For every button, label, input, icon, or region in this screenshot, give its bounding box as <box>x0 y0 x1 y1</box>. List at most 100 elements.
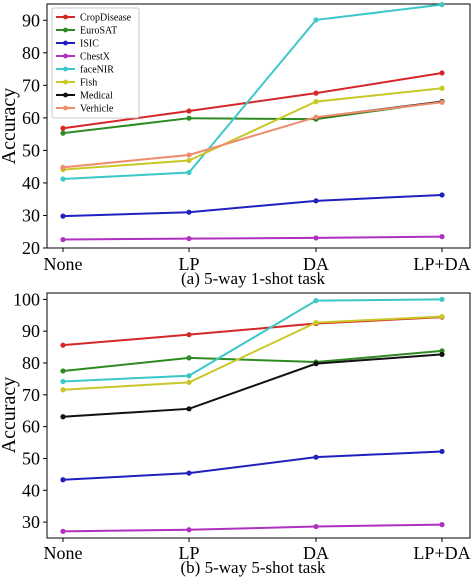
y-axis-label-a: Accuracy <box>0 88 20 165</box>
data-point-chestx <box>439 234 445 240</box>
data-point-fish <box>60 387 66 393</box>
y-tick-label: 60 <box>22 108 40 128</box>
y-tick-label: 70 <box>22 385 40 405</box>
data-point-fish <box>186 379 192 386</box>
legend-label-medical: Medical <box>80 91 113 102</box>
data-point-isic <box>60 477 66 483</box>
data-point-isic <box>60 213 66 219</box>
data-point-facenir <box>186 169 192 176</box>
data-point-medical <box>186 406 192 412</box>
data-point-fish <box>439 85 445 91</box>
data-point-chestx <box>313 523 319 530</box>
x-tick-label: None <box>44 543 83 563</box>
data-point-chestx <box>186 235 192 242</box>
data-point-facenir <box>60 176 66 182</box>
y-tick-label: 30 <box>22 205 40 225</box>
data-point-cropdisease <box>313 90 319 96</box>
y-tick-label: 100 <box>13 289 40 309</box>
y-tick-label: 50 <box>22 140 40 160</box>
data-point-isic <box>186 470 192 476</box>
legend-label-verhicle: Verhicle <box>80 104 114 115</box>
data-point-facenir <box>439 296 445 302</box>
legend-marker-chestx <box>63 53 68 59</box>
data-point-facenir <box>313 17 319 23</box>
y-ticks-b: 30 40 50 60 70 80 90 100 <box>13 289 47 532</box>
series-line-fish <box>62 315 443 391</box>
data-point-verhicle <box>439 99 445 105</box>
y-tick-label: 90 <box>22 10 40 30</box>
legend-label-fish: Fish <box>80 78 97 89</box>
data-point-facenir <box>186 373 192 379</box>
data-point-eurosat <box>186 115 192 121</box>
data-point-isic <box>186 209 192 215</box>
caption-a: (a) 5-way 1-shot task <box>181 269 325 288</box>
series-line-isic <box>62 193 443 218</box>
y-tick-label: 30 <box>22 512 40 532</box>
legend-label-cropdisease: CropDisease <box>80 13 132 24</box>
data-point-fish <box>439 313 445 320</box>
data-point-verhicle <box>186 152 192 158</box>
data-point-isic <box>313 454 319 460</box>
y-tick-label: 90 <box>22 321 40 341</box>
y-tick-label: 40 <box>22 173 40 193</box>
legend-marker-facenir <box>63 66 68 72</box>
legend-label-eurosat: EuroSAT <box>80 26 117 37</box>
series-line-eurosat <box>62 349 443 372</box>
legend-marker-eurosat <box>63 27 68 33</box>
series-line-facenir <box>62 298 443 383</box>
y-tick-label: 20 <box>22 238 40 258</box>
series-line-cropdisease <box>62 71 443 130</box>
data-point-chestx <box>60 236 66 243</box>
y-ticks-a: 20 30 40 50 60 70 80 90 <box>22 10 47 258</box>
data-point-chestx <box>186 527 192 533</box>
y-tick-label: 60 <box>22 417 40 437</box>
x-tick-label: LP+DA <box>413 543 470 563</box>
legend-label-chestx: ChestX <box>80 52 111 63</box>
legend-marker-fish <box>63 79 68 85</box>
x-tick-label: LP+DA <box>413 254 470 274</box>
data-point-eurosat <box>60 130 66 136</box>
data-point-fish <box>313 319 319 326</box>
y-axis-label-b: Accuracy <box>0 377 20 454</box>
data-point-medical <box>439 351 445 358</box>
data-point-facenir <box>439 2 445 8</box>
legend-marker-cropdisease <box>63 14 68 20</box>
data-point-chestx <box>60 528 66 534</box>
caption-b: (b) 5-way 5-shot task <box>181 558 326 577</box>
legend-box <box>51 7 140 119</box>
data-point-medical <box>313 361 319 367</box>
x-tick-label: LP <box>178 254 199 274</box>
panel-b-5way-5shot: 30 40 50 60 70 80 90 100 None LP DA LP+DA Accuracy… <box>0 289 471 577</box>
series-line-medical <box>62 353 443 418</box>
legend-label-isic: ISIC <box>80 39 99 50</box>
data-point-eurosat <box>186 355 192 361</box>
series-line-chestx <box>62 235 443 241</box>
y-tick-label: 50 <box>22 448 40 468</box>
series-line-facenir <box>62 3 443 181</box>
series-lines-b <box>60 296 445 534</box>
data-point-medical <box>60 414 66 420</box>
data-point-chestx <box>313 235 319 241</box>
data-point-cropdisease <box>60 342 66 348</box>
x-tick-label: DA <box>303 254 329 274</box>
x-tick-label: LP <box>178 543 199 563</box>
data-point-cropdisease <box>60 125 66 131</box>
plot-frame-a <box>46 3 471 249</box>
series-line-verhicle <box>62 101 443 169</box>
panel-a-5way-1shot: 20 30 40 50 60 70 80 90 None LP DA LP+DA CropDisea… <box>0 2 471 288</box>
x-tick-label: None <box>44 254 83 274</box>
legend-a: CropDisease EuroSAT ISIC ChestX faceNIR Fish M… <box>51 7 140 119</box>
data-point-cropdisease <box>186 108 192 114</box>
data-point-cropdisease <box>439 70 445 76</box>
data-point-fish <box>186 157 192 164</box>
y-tick-label: 80 <box>22 353 40 373</box>
series-line-isic <box>62 450 443 481</box>
y-tick-label: 70 <box>22 75 40 95</box>
y-tick-label: 80 <box>22 43 40 63</box>
series-line-cropdisease <box>62 316 443 347</box>
x-ticks-b: None LP DA LP+DA <box>44 538 471 563</box>
legend-label-facenir: faceNIR <box>80 65 114 76</box>
series-lines-a <box>60 2 445 243</box>
series-line-fish <box>62 87 443 171</box>
